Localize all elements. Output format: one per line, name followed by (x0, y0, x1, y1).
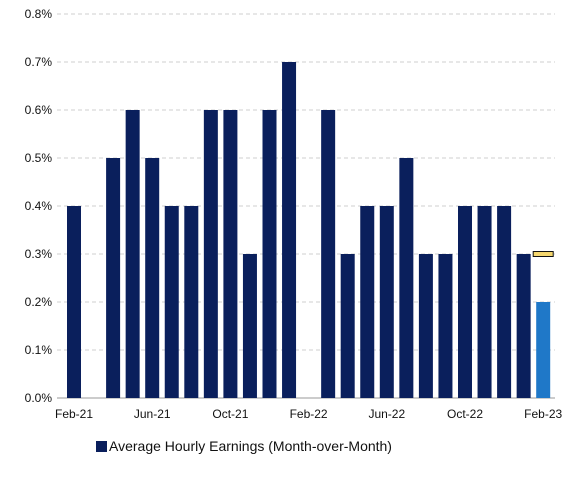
legend-swatch (96, 441, 107, 452)
bar (321, 110, 336, 398)
y-tick-label: 0.7% (25, 55, 53, 69)
y-tick-label: 0.8% (25, 7, 53, 21)
consensus-marker (532, 251, 554, 257)
legend: Average Hourly Earnings (Month-over-Mont… (96, 438, 392, 454)
bar (477, 206, 492, 398)
y-tick-label: 0.6% (25, 103, 53, 117)
y-axis: 0.0% 0.1% 0.2% 0.3% 0.4% 0.5% 0.6% 0.7% 0.8% (25, 7, 53, 405)
bar (106, 158, 121, 398)
bar (536, 302, 551, 398)
bar (184, 206, 199, 398)
y-tick-label: 0.0% (25, 391, 53, 405)
bar (242, 254, 257, 398)
y-tick-label: 0.2% (25, 295, 53, 309)
y-tick-label: 0.3% (25, 247, 53, 261)
bar (67, 206, 81, 398)
x-tick-label: Oct-22 (447, 407, 483, 421)
bar (223, 110, 238, 398)
y-tick-label: 0.1% (25, 343, 53, 357)
bar (458, 206, 472, 398)
x-tick-label: Feb-22 (290, 407, 328, 421)
bar (399, 158, 414, 398)
bar (145, 158, 160, 398)
y-tick-label: 0.4% (25, 199, 53, 213)
x-tick-label: Jun-21 (134, 407, 171, 421)
x-tick-label: Oct-21 (212, 407, 248, 421)
bar (262, 110, 277, 398)
bar (379, 206, 394, 398)
bar (203, 110, 218, 398)
bar (340, 254, 355, 398)
x-tick-label: Feb-21 (55, 407, 93, 421)
x-tick-label: Feb-23 (524, 407, 562, 421)
bar (497, 206, 512, 398)
bar (360, 206, 375, 398)
legend-label: Average Hourly Earnings (Month-over-Mont… (109, 438, 392, 454)
bar (164, 206, 179, 398)
bars (67, 62, 554, 398)
bar (125, 110, 140, 398)
bar (418, 254, 433, 398)
bar (438, 254, 453, 398)
x-tick-label: Jun-22 (368, 407, 405, 421)
y-tick-label: 0.5% (25, 151, 53, 165)
bar (516, 254, 531, 398)
bar (282, 62, 297, 398)
x-axis: Feb-21 Jun-21 Oct-21 Feb-22 Jun-22 Oct-22 Feb-… (55, 407, 563, 421)
